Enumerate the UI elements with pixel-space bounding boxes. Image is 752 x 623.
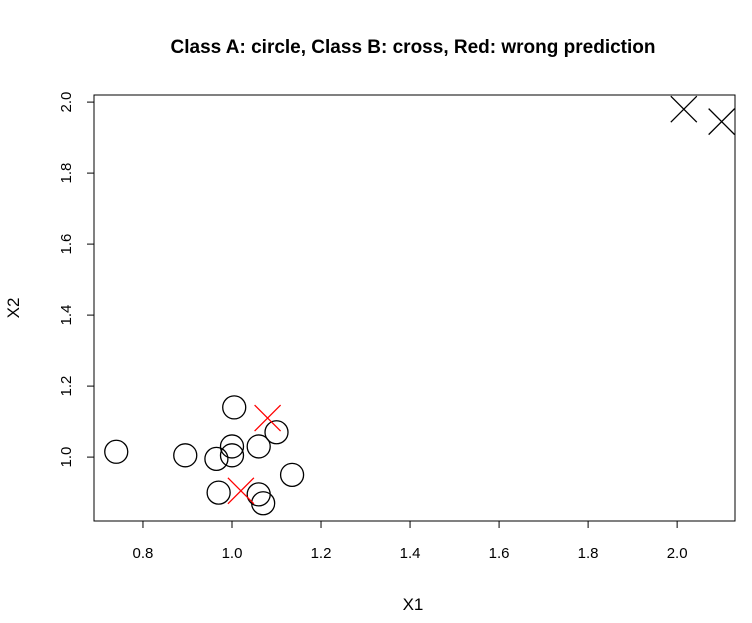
y-tick-label: 1.6 [58, 234, 75, 255]
circle-point [104, 439, 129, 464]
circle-point [173, 443, 198, 468]
cross-point [670, 95, 698, 123]
cross-point-wrong [227, 477, 255, 505]
x-tick-label: 2.0 [667, 545, 688, 562]
x-axis: 0.8 1.0 1.2 1.4 1.6 1.8 2.0 [133, 520, 688, 562]
cross-point [708, 108, 736, 136]
circle-point [206, 480, 231, 505]
x-tick-label: 1.0 [222, 545, 243, 562]
circle-point [246, 482, 271, 507]
x-tick-label: 1.4 [400, 545, 421, 562]
cross-point-wrong [254, 404, 282, 432]
circle-point [264, 420, 289, 445]
data-points [104, 95, 736, 516]
circle-point [204, 446, 229, 472]
y-tick-label: 1.2 [58, 376, 75, 397]
y-tick-label: 1.8 [58, 163, 75, 184]
x-axis-title: X1 [403, 595, 424, 614]
circle-point [246, 434, 271, 459]
circle-point [222, 395, 247, 420]
x-tick-label: 1.6 [489, 545, 510, 562]
chart-title: Class A: circle, Class B: cross, Red: wr… [171, 37, 656, 58]
plot-frame [93, 94, 736, 522]
y-tick-label: 1.0 [58, 447, 75, 468]
x-tick-label: 0.8 [133, 545, 154, 562]
circle-point [279, 462, 305, 488]
x-tick-label: 1.8 [578, 545, 599, 562]
circle-point [251, 491, 276, 516]
y-axis-title: X2 [4, 298, 23, 319]
y-tick-label: 2.0 [58, 92, 75, 113]
circle-point [219, 434, 245, 459]
circle-point [219, 443, 245, 468]
x-tick-label: 1.2 [311, 545, 332, 562]
y-axis: 1.0 1.2 1.4 1.6 1.8 2.0 [58, 92, 95, 468]
y-tick-label: 1.4 [58, 305, 75, 326]
